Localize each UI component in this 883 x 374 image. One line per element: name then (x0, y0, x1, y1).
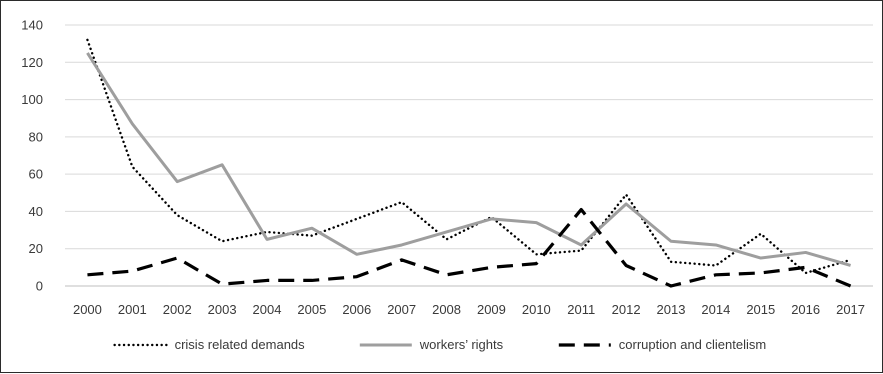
series-line-workers-rights (86, 52, 851, 267)
legend: crisis related demands workers’ rights cor… (113, 337, 766, 352)
y-tick-label: 100 (21, 92, 43, 107)
legend-label-workers-rights: workers’ rights (419, 337, 504, 352)
x-tick-label: 2005 (297, 302, 326, 317)
series-line-corruption-and-clientelism (87, 207, 852, 288)
x-tick-label: 2015 (746, 302, 775, 317)
x-tick-label: 2004 (253, 302, 282, 317)
y-tick-label: 40 (29, 204, 43, 219)
x-tick-label: 2011 (567, 302, 595, 317)
x-tick-label: 2001 (118, 302, 147, 317)
x-tick-label: 2017 (836, 302, 865, 317)
y-tick-label: 80 (29, 129, 43, 144)
x-tick-label: 2014 (701, 302, 730, 317)
y-tick-label: 140 (21, 18, 43, 33)
y-tick-label: 0 (36, 279, 43, 294)
x-tick-label: 2013 (657, 302, 686, 317)
x-tick-label: 2007 (387, 302, 416, 317)
y-tick-label: 20 (29, 241, 43, 256)
x-axis-ticks: 2000 2001 2002 2003 2004 2005 2006 2007 2008 2009… (73, 302, 865, 317)
x-tick-label: 2002 (163, 302, 192, 317)
x-tick-label: 2012 (612, 302, 641, 317)
y-tick-label: 60 (29, 167, 43, 182)
x-tick-label: 2006 (342, 302, 371, 317)
series-line-crisis-related-demands (86, 38, 852, 275)
legend-label-corruption-and-clientelism: corruption and clientelism (619, 337, 766, 352)
y-tick-label: 120 (21, 55, 43, 70)
x-tick-label: 2003 (208, 302, 237, 317)
x-tick-label: 2009 (477, 302, 506, 317)
x-tick-label: 2008 (432, 302, 461, 317)
x-tick-label: 2016 (791, 302, 820, 317)
y-axis-ticks: 0 20 40 60 80 100 120 140 (21, 18, 43, 294)
x-tick-label: 2010 (522, 302, 551, 317)
gridlines (65, 24, 873, 250)
series-lines (86, 38, 852, 288)
x-tick-label: 2000 (73, 302, 102, 317)
legend-label-crisis-related-demands: crisis related demands (175, 337, 306, 352)
